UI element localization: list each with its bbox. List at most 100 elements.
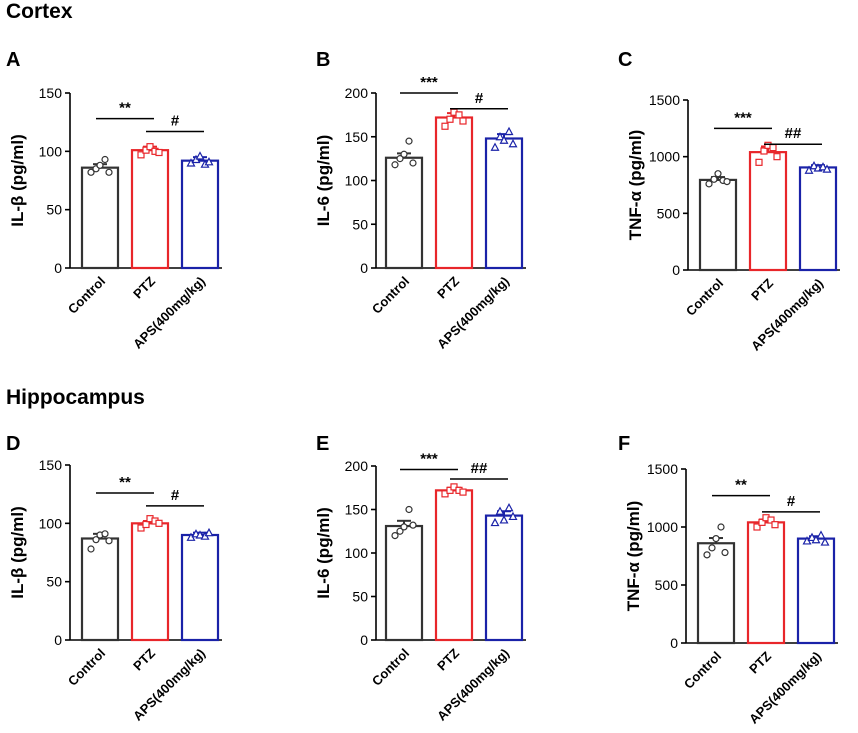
x-tick-label: PTZ	[130, 273, 158, 301]
data-point	[400, 150, 408, 158]
y-axis-label: TNF-α (pg/ml)	[626, 130, 645, 241]
data-point	[490, 517, 500, 527]
bar-aps-400mg-kg-	[484, 137, 524, 270]
x-tick-label: Control	[369, 274, 412, 317]
y-tick-label: 150	[345, 502, 369, 518]
panel-letter: A	[6, 49, 20, 71]
data-point	[204, 157, 214, 166]
bar-ptz	[434, 489, 474, 642]
y-tick-label: 500	[657, 205, 681, 221]
y-tick-label: 0	[54, 260, 62, 276]
data-point	[769, 144, 777, 152]
data-point	[101, 155, 109, 164]
y-axis-label: IL-β (pg/ml)	[8, 134, 27, 227]
data-point	[758, 518, 766, 526]
y-tick-label: 150	[345, 129, 369, 145]
y-tick-label: 100	[345, 173, 369, 189]
y-tick-label: 50	[352, 589, 368, 605]
x-tick-label: Control	[65, 646, 108, 689]
panel-letter: E	[316, 433, 329, 455]
data-point	[767, 516, 775, 524]
data-point	[717, 523, 725, 531]
y-tick-label: 1000	[649, 149, 680, 165]
y-tick-label: 200	[345, 458, 369, 474]
data-point	[195, 530, 205, 539]
data-point	[137, 151, 145, 159]
y-axis-label: TNF-α (pg/ml)	[624, 501, 643, 612]
y-tick-label: 0	[670, 635, 678, 651]
bar-control	[80, 166, 120, 270]
data-point	[142, 520, 150, 529]
data-point	[499, 135, 509, 144]
bar-control	[80, 537, 120, 642]
y-axis-label: IL-β (pg/ml)	[8, 506, 27, 599]
data-point	[87, 168, 95, 176]
y-tick-label: 100	[345, 545, 369, 561]
y-tick-label: 0	[360, 260, 368, 276]
bar-control	[384, 156, 424, 270]
data-point	[87, 545, 95, 553]
data-point	[753, 523, 761, 531]
data-point	[459, 488, 467, 496]
data-point	[712, 534, 720, 543]
bar-ptz	[434, 116, 474, 270]
data-point	[705, 180, 713, 188]
data-point	[441, 122, 449, 130]
y-tick-label: 0	[672, 262, 680, 278]
y-tick-label: 100	[39, 515, 63, 531]
data-point	[723, 178, 731, 186]
significance-label: **	[119, 474, 131, 491]
data-point	[710, 175, 718, 183]
y-tick-label: 200	[345, 85, 369, 101]
data-point	[818, 162, 828, 171]
y-tick-label: 100	[39, 143, 63, 159]
data-point	[508, 511, 518, 521]
panel-letter: B	[316, 49, 330, 71]
data-point	[405, 137, 413, 145]
data-point	[508, 138, 518, 148]
significance-label: **	[119, 100, 131, 117]
bar-aps-400mg-kg-	[798, 166, 838, 272]
y-tick-label: 1500	[649, 92, 680, 108]
y-tick-label: 150	[39, 85, 63, 101]
y-axis-label: IL-6 (pg/ml)	[314, 135, 333, 227]
x-tick-label: PTZ	[130, 645, 158, 673]
panel-letter: C	[618, 49, 632, 71]
y-tick-label: 0	[360, 632, 368, 648]
significance-label: ***	[420, 450, 438, 467]
data-point	[105, 537, 113, 545]
data-point	[101, 530, 109, 538]
panel-letter: D	[6, 433, 20, 455]
data-point	[396, 527, 404, 535]
data-point	[446, 115, 454, 123]
data-point	[92, 536, 100, 544]
section-title-cortex: Cortex	[6, 0, 73, 23]
data-point	[391, 161, 399, 169]
bar-aps-400mg-kg-	[180, 533, 220, 642]
data-point	[455, 111, 463, 119]
x-tick-label: Control	[369, 646, 412, 689]
data-point	[721, 548, 729, 557]
data-point	[405, 505, 413, 514]
y-tick-label: 0	[54, 632, 62, 648]
data-point	[146, 143, 154, 151]
significance-label: **	[735, 477, 747, 494]
x-tick-label: PTZ	[748, 275, 776, 303]
significance-label: #	[171, 487, 180, 504]
x-tick-label: PTZ	[434, 273, 462, 301]
data-point	[811, 534, 821, 544]
bar-ptz	[748, 151, 788, 272]
y-axis-label: IL-6 (pg/ml)	[314, 507, 333, 599]
significance-label: ***	[734, 109, 752, 126]
data-point	[804, 165, 814, 174]
data-point	[155, 148, 163, 157]
panel-letter: F	[618, 433, 630, 455]
bar-aps-400mg-kg-	[484, 514, 524, 642]
data-point	[96, 161, 104, 169]
data-point	[755, 158, 763, 166]
y-tick-label: 150	[39, 457, 63, 473]
